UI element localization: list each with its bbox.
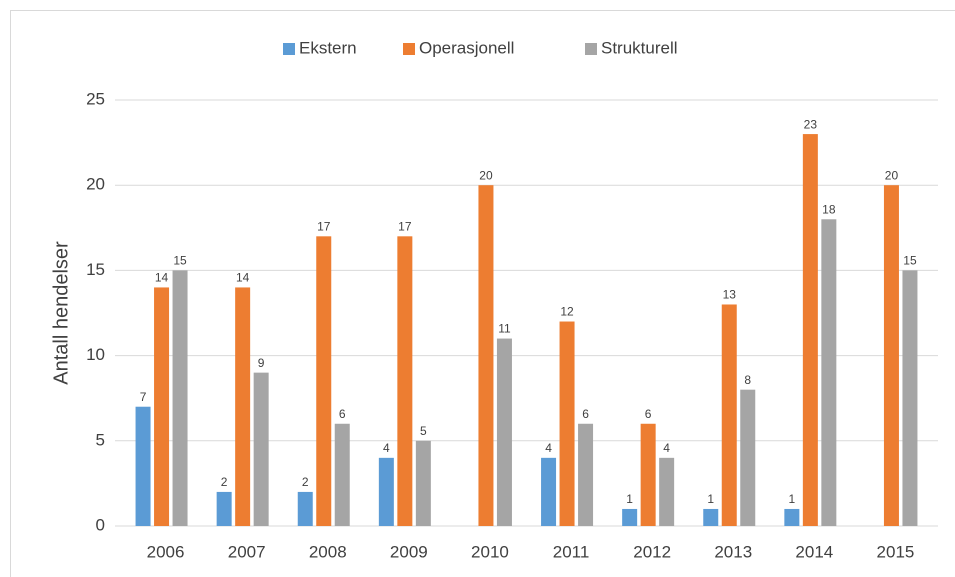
data-label: 1 [707, 492, 714, 506]
y-tick-label: 10 [86, 345, 105, 364]
data-label: 4 [383, 441, 390, 455]
legend-label: Operasjonell [419, 38, 514, 57]
x-tick-label: 2008 [309, 542, 347, 561]
data-label: 20 [885, 168, 899, 182]
data-label: 15 [903, 254, 917, 268]
data-label: 13 [723, 288, 737, 302]
data-label: 17 [398, 219, 412, 233]
bar [784, 508, 800, 526]
legend-swatch [585, 43, 597, 55]
x-tick-label: 2011 [553, 542, 590, 561]
bar [802, 134, 818, 526]
data-label: 4 [663, 441, 670, 455]
data-label: 8 [744, 373, 751, 387]
bar [478, 185, 494, 526]
bar [334, 423, 350, 526]
data-label: 20 [479, 168, 493, 182]
bar [740, 389, 756, 526]
bar [397, 236, 413, 526]
bar [703, 508, 719, 526]
data-label: 23 [804, 117, 818, 131]
bar [415, 440, 431, 526]
bar [135, 406, 151, 526]
legend-label: Strukturell [601, 38, 678, 57]
y-axis-label: Antall hendelser [50, 241, 72, 385]
data-label: 2 [302, 475, 309, 489]
data-label: 14 [155, 271, 169, 285]
y-tick-label: 15 [86, 260, 105, 279]
x-tick-label: 2012 [633, 542, 671, 561]
data-label: 2 [221, 475, 228, 489]
bar [541, 457, 557, 526]
x-tick-label: 2013 [714, 542, 752, 561]
bar [578, 423, 594, 526]
x-tick-label: 2007 [228, 542, 266, 561]
bar [235, 287, 251, 526]
bar [902, 270, 918, 526]
bar [721, 304, 737, 526]
y-tick-label: 0 [96, 515, 105, 534]
data-label: 15 [173, 254, 187, 268]
bar [316, 236, 332, 526]
y-tick-label: 20 [86, 175, 105, 194]
bar [378, 457, 394, 526]
x-tick-label: 2014 [795, 542, 833, 561]
chart-border [10, 10, 955, 577]
bar [883, 185, 899, 526]
bar [216, 491, 232, 526]
bar [154, 287, 170, 526]
data-label: 17 [317, 219, 331, 233]
bar [659, 457, 675, 526]
bar [496, 338, 512, 526]
data-label: 1 [626, 492, 633, 506]
data-label: 14 [236, 271, 250, 285]
data-label: 9 [258, 356, 265, 370]
y-tick-label: 25 [86, 89, 105, 108]
data-label: 6 [645, 407, 652, 421]
data-label: 5 [420, 424, 427, 438]
bar [640, 423, 656, 526]
data-label: 18 [822, 202, 836, 216]
data-label: 1 [789, 492, 796, 506]
y-tick-label: 5 [96, 430, 105, 449]
bar [622, 508, 638, 526]
data-label: 4 [545, 441, 552, 455]
x-tick-label: 2015 [877, 542, 915, 561]
x-tick-label: 2010 [471, 542, 509, 561]
data-label: 7 [140, 390, 147, 404]
bar [172, 270, 188, 526]
x-tick-label: 2009 [390, 542, 428, 561]
bar [253, 372, 269, 526]
legend-label: Ekstern [299, 38, 357, 57]
bar [297, 491, 313, 526]
data-label: 12 [560, 305, 574, 319]
data-label: 6 [582, 407, 589, 421]
legend-swatch [403, 43, 415, 55]
x-tick-label: 2006 [147, 542, 185, 561]
data-label: 11 [498, 322, 511, 336]
bar [559, 321, 575, 526]
bar [821, 219, 837, 526]
legend-swatch [283, 43, 295, 55]
data-label: 6 [339, 407, 346, 421]
